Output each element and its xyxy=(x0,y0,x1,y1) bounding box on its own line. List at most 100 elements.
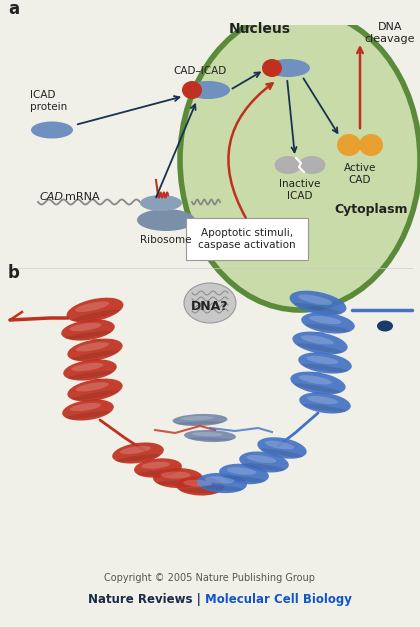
Ellipse shape xyxy=(290,372,346,394)
Ellipse shape xyxy=(297,344,344,353)
Ellipse shape xyxy=(294,303,342,314)
Text: DNA?: DNA? xyxy=(191,300,229,314)
Text: Copyright © 2005 Nature Publishing Group: Copyright © 2005 Nature Publishing Group xyxy=(105,573,315,583)
Text: Inactive
ICAD: Inactive ICAD xyxy=(279,179,321,201)
Ellipse shape xyxy=(63,359,117,381)
Ellipse shape xyxy=(298,352,352,374)
Ellipse shape xyxy=(289,291,346,315)
FancyArrowPatch shape xyxy=(357,48,363,128)
Ellipse shape xyxy=(65,331,111,339)
Ellipse shape xyxy=(247,455,276,463)
FancyArrowPatch shape xyxy=(232,73,260,88)
Ellipse shape xyxy=(138,470,178,476)
Text: Nature Reviews |: Nature Reviews | xyxy=(88,594,205,606)
Ellipse shape xyxy=(265,441,294,450)
Ellipse shape xyxy=(359,134,383,156)
Ellipse shape xyxy=(160,472,191,478)
Ellipse shape xyxy=(299,375,332,384)
Ellipse shape xyxy=(266,59,310,77)
Ellipse shape xyxy=(31,122,73,139)
Ellipse shape xyxy=(180,10,420,310)
Ellipse shape xyxy=(302,364,348,372)
Text: Nucleus: Nucleus xyxy=(229,22,291,36)
Ellipse shape xyxy=(226,467,257,475)
Ellipse shape xyxy=(62,399,114,421)
Ellipse shape xyxy=(184,283,236,323)
Ellipse shape xyxy=(257,437,307,459)
Text: Cytoplasm: Cytoplasm xyxy=(334,204,408,216)
Ellipse shape xyxy=(261,448,303,458)
Ellipse shape xyxy=(299,393,351,414)
Ellipse shape xyxy=(67,371,113,379)
Ellipse shape xyxy=(66,411,110,419)
Text: b: b xyxy=(8,264,20,282)
Ellipse shape xyxy=(184,430,236,442)
Ellipse shape xyxy=(141,461,170,469)
Ellipse shape xyxy=(183,480,212,487)
Ellipse shape xyxy=(201,485,243,491)
Ellipse shape xyxy=(299,156,326,174)
Text: ICAD
protein: ICAD protein xyxy=(30,90,67,112)
Ellipse shape xyxy=(243,463,285,471)
Ellipse shape xyxy=(301,335,334,344)
Ellipse shape xyxy=(69,323,101,331)
Ellipse shape xyxy=(305,324,351,332)
Ellipse shape xyxy=(71,363,103,371)
FancyArrowPatch shape xyxy=(287,81,297,152)
Ellipse shape xyxy=(76,342,109,352)
Ellipse shape xyxy=(71,350,118,360)
Ellipse shape xyxy=(239,451,289,473)
Ellipse shape xyxy=(112,443,164,463)
Text: mRNA: mRNA xyxy=(65,192,100,202)
FancyArrowPatch shape xyxy=(156,105,196,198)
Ellipse shape xyxy=(294,383,341,393)
Ellipse shape xyxy=(176,477,224,495)
Ellipse shape xyxy=(140,195,182,211)
Text: a: a xyxy=(8,0,19,18)
Ellipse shape xyxy=(197,473,247,493)
Ellipse shape xyxy=(219,464,269,484)
Text: Molecular Cell Biology: Molecular Cell Biology xyxy=(205,594,352,606)
Ellipse shape xyxy=(71,310,119,321)
Ellipse shape xyxy=(182,81,202,99)
Ellipse shape xyxy=(306,356,339,364)
FancyArrowPatch shape xyxy=(228,83,273,218)
Ellipse shape xyxy=(173,414,228,426)
Ellipse shape xyxy=(66,298,123,322)
Ellipse shape xyxy=(309,316,341,324)
Ellipse shape xyxy=(180,488,220,493)
FancyBboxPatch shape xyxy=(186,218,308,260)
Ellipse shape xyxy=(377,320,393,332)
Ellipse shape xyxy=(337,134,361,156)
Ellipse shape xyxy=(70,403,101,411)
Ellipse shape xyxy=(120,446,151,454)
Ellipse shape xyxy=(205,477,234,483)
Ellipse shape xyxy=(192,432,223,436)
Ellipse shape xyxy=(71,391,118,400)
Bar xyxy=(175,0,420,25)
Ellipse shape xyxy=(181,416,214,420)
Ellipse shape xyxy=(157,480,199,485)
Text: Ribosome: Ribosome xyxy=(140,235,192,245)
Ellipse shape xyxy=(292,332,348,354)
Ellipse shape xyxy=(137,209,195,231)
Ellipse shape xyxy=(67,379,123,401)
Ellipse shape xyxy=(134,458,182,478)
Ellipse shape xyxy=(188,437,232,441)
Text: CAD: CAD xyxy=(40,192,64,202)
Ellipse shape xyxy=(177,421,223,424)
Ellipse shape xyxy=(223,476,265,482)
Text: Active
CAD: Active CAD xyxy=(344,163,376,184)
Ellipse shape xyxy=(298,295,332,305)
Text: CAD–ICAD: CAD–ICAD xyxy=(173,66,227,76)
Ellipse shape xyxy=(61,319,115,340)
Ellipse shape xyxy=(76,382,109,391)
Ellipse shape xyxy=(301,312,355,334)
Ellipse shape xyxy=(116,454,160,462)
Ellipse shape xyxy=(75,302,109,312)
FancyArrowPatch shape xyxy=(304,78,337,133)
Ellipse shape xyxy=(275,156,302,174)
FancyArrowPatch shape xyxy=(78,96,179,124)
Ellipse shape xyxy=(303,404,347,412)
Ellipse shape xyxy=(153,468,203,488)
